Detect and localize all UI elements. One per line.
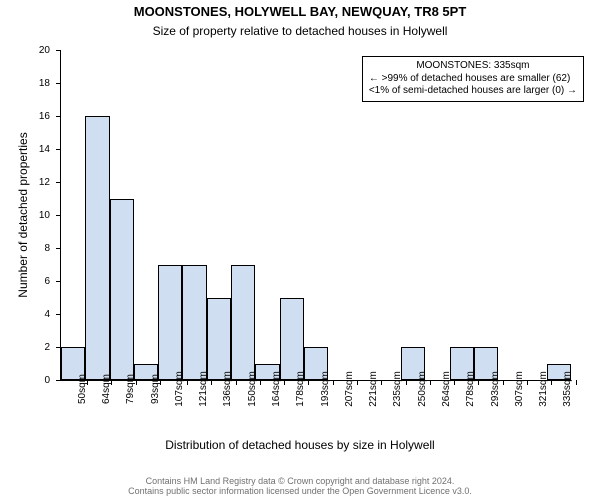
y-axis-label: Number of detached properties — [16, 50, 30, 380]
y-tick: 10 — [30, 209, 61, 221]
attribution: Contains HM Land Registry data © Crown c… — [0, 476, 600, 496]
x-tick-label: 250sqm — [417, 371, 428, 407]
y-tick: 4 — [30, 308, 61, 320]
y-tick-mark — [56, 314, 61, 315]
x-tick-mark — [454, 380, 455, 385]
y-tick-label: 2 — [30, 342, 56, 353]
y-tick: 6 — [30, 275, 61, 287]
x-tick-label: 193sqm — [320, 371, 331, 407]
x-tick-label: 207sqm — [344, 371, 355, 407]
x-tick-mark — [503, 380, 504, 385]
y-tick-mark — [56, 215, 61, 216]
y-tick: 14 — [30, 143, 61, 155]
bar — [182, 265, 206, 381]
x-tick-mark — [551, 380, 552, 385]
attribution-line-1: Contains HM Land Registry data © Crown c… — [0, 476, 600, 486]
y-tick-label: 0 — [30, 375, 56, 386]
y-tick: 0 — [30, 374, 61, 386]
x-tick-mark — [430, 380, 431, 385]
x-tick-mark — [576, 380, 577, 385]
bar — [158, 265, 182, 381]
y-tick-mark — [56, 182, 61, 183]
bar — [231, 265, 255, 381]
y-tick: 8 — [30, 242, 61, 254]
y-tick: 2 — [30, 341, 61, 353]
attribution-line-2: Contains public sector information licen… — [0, 486, 600, 496]
x-tick-mark — [211, 380, 212, 385]
x-tick: 335sqm — [558, 380, 594, 400]
y-tick: 18 — [30, 77, 61, 89]
x-tick-mark — [478, 380, 479, 385]
x-tick-mark — [381, 380, 382, 385]
x-tick-mark — [333, 380, 334, 385]
bar — [207, 298, 231, 381]
chart-title: MOONSTONES, HOLYWELL BAY, NEWQUAY, TR8 5… — [0, 4, 600, 19]
y-tick-mark — [56, 50, 61, 51]
y-tick-label: 12 — [30, 177, 56, 188]
y-tick-label: 18 — [30, 78, 56, 89]
x-tick-mark — [187, 380, 188, 385]
bar — [280, 298, 304, 381]
y-tick-mark — [56, 149, 61, 150]
y-tick: 20 — [30, 44, 61, 56]
y-tick-label: 14 — [30, 144, 56, 155]
annotation-line-smaller: ← >99% of detached houses are smaller (6… — [369, 73, 577, 86]
y-tick-label: 20 — [30, 45, 56, 56]
x-tick-mark — [236, 380, 237, 385]
x-tick-mark — [527, 380, 528, 385]
y-tick-mark — [56, 83, 61, 84]
x-tick-label: 335sqm — [562, 371, 573, 407]
y-tick-mark — [56, 116, 61, 117]
chart-subtitle: Size of property relative to detached ho… — [0, 24, 600, 38]
annotation-title: MOONSTONES: 335sqm — [369, 60, 577, 73]
bar — [110, 199, 134, 381]
x-tick-label: 221sqm — [368, 371, 379, 407]
bar — [85, 116, 109, 380]
y-tick-label: 4 — [30, 309, 56, 320]
annotation-line-larger: <1% of semi-detached houses are larger (… — [369, 85, 577, 98]
y-tick-label: 6 — [30, 276, 56, 287]
x-tick-mark — [284, 380, 285, 385]
y-tick-mark — [56, 248, 61, 249]
annotation-box: MOONSTONES: 335sqm ← >99% of detached ho… — [362, 56, 584, 102]
x-tick-label: 293sqm — [490, 371, 501, 407]
y-tick: 12 — [30, 176, 61, 188]
x-tick-mark — [357, 380, 358, 385]
x-tick-mark — [260, 380, 261, 385]
y-tick-mark — [56, 281, 61, 282]
y-tick-label: 8 — [30, 243, 56, 254]
chart-container: MOONSTONES, HOLYWELL BAY, NEWQUAY, TR8 5… — [0, 0, 600, 500]
y-tick-label: 10 — [30, 210, 56, 221]
x-tick-mark — [406, 380, 407, 385]
x-axis-label: Distribution of detached houses by size … — [0, 438, 600, 452]
x-tick-mark — [308, 380, 309, 385]
y-tick: 16 — [30, 110, 61, 122]
y-tick-label: 16 — [30, 111, 56, 122]
x-tick-label: 307sqm — [514, 371, 525, 407]
